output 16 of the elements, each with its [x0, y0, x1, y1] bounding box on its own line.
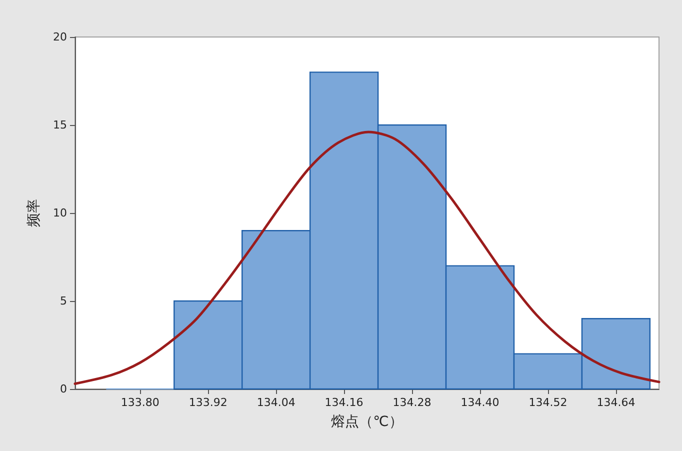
- y-tick-label: 10: [53, 206, 67, 220]
- x-tick-label: 134.28: [392, 396, 432, 409]
- x-tick-label: 134.52: [528, 396, 568, 409]
- y-tick-label: 5: [60, 294, 67, 308]
- y-tick-label: 20: [53, 30, 67, 44]
- x-tick-label: 133.92: [188, 396, 228, 409]
- x-tick-label: 134.16: [324, 396, 364, 409]
- x-tick-label: 133.80: [120, 396, 160, 409]
- x-tick-label: 134.04: [256, 396, 296, 409]
- x-tick-label: 134.64: [596, 396, 636, 409]
- line-series: [74, 130, 660, 385]
- y-tick-label: 0: [60, 382, 67, 396]
- x-tick-label: 134.40: [460, 396, 500, 409]
- x-axis-title: 熔点（℃）: [331, 414, 403, 430]
- y-tick-label: 15: [53, 118, 67, 132]
- y-axis-title: 频率: [26, 199, 42, 227]
